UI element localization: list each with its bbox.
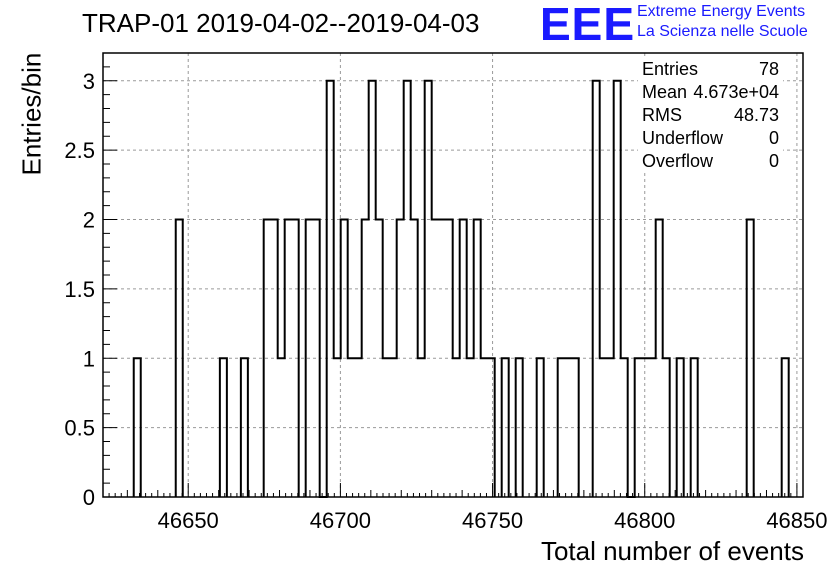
y-axis: 0 0.5 1 1.5 2 2.5 3 xyxy=(64,52,117,510)
eee-logo-text: Extreme Energy Events La Scienza nelle S… xyxy=(637,2,808,42)
x-axis: 46650 46700 46750 46800 46850 xyxy=(108,483,828,533)
logo-line-1: Extreme Energy Events xyxy=(637,3,806,20)
histogram-outline xyxy=(689,357,699,497)
stats-value: 0 xyxy=(768,151,779,171)
y-tick-label: 1.5 xyxy=(64,277,95,302)
stats-row-overflow: Overflow 0 xyxy=(638,150,783,173)
stats-row-rms: RMS 48.73 xyxy=(638,104,783,127)
x-tick-label: 46650 xyxy=(158,508,219,533)
histogram-outline xyxy=(304,79,496,498)
histogram-outline xyxy=(239,357,249,497)
histogram-outline xyxy=(132,357,142,497)
histogram-outline xyxy=(556,357,580,497)
histogram-bars xyxy=(132,79,790,498)
x-axis-label: Total number of events xyxy=(540,536,804,566)
y-tick-label: 0 xyxy=(83,485,95,510)
stats-row-mean: Mean 4.673e+04 xyxy=(638,81,783,104)
stats-key: Underflow xyxy=(642,128,724,148)
histogram-outline xyxy=(514,357,524,497)
y-axis-label: Entries/bin xyxy=(16,52,47,176)
stats-row-underflow: Underflow 0 xyxy=(638,127,783,150)
stats-value: 78 xyxy=(758,59,779,79)
stats-key: Mean xyxy=(642,82,688,102)
stats-key: Overflow xyxy=(642,151,714,171)
y-tick-label: 1 xyxy=(83,346,95,371)
histogram-outline xyxy=(500,357,510,497)
eee-logo-mark: EEE xyxy=(540,0,636,50)
histogram-outline xyxy=(262,218,300,497)
y-tick-label: 2.5 xyxy=(64,138,95,163)
stats-row-entries: Entries 78 xyxy=(638,58,783,81)
histogram-outline xyxy=(675,357,685,497)
chart-title: TRAP-01 2019-04-02--2019-04-03 xyxy=(82,8,480,38)
x-tick-label: 46750 xyxy=(462,508,523,533)
histogram-outline xyxy=(745,218,755,497)
stats-key: Entries xyxy=(642,59,699,79)
stats-box: Entries 78 Mean 4.673e+04 RMS 48.73 Unde… xyxy=(638,58,783,173)
x-tick-label: 46850 xyxy=(766,508,827,533)
x-tick-label: 46700 xyxy=(310,508,371,533)
histogram-outline xyxy=(535,357,545,497)
stats-value: 48.73 xyxy=(733,105,779,125)
y-tick-label: 0.5 xyxy=(64,416,95,441)
stats-key: RMS xyxy=(642,105,682,125)
histogram-outline xyxy=(218,357,228,497)
x-tick-label: 46800 xyxy=(614,508,675,533)
histogram-outline xyxy=(174,218,184,497)
logo-line-2: La Scienza nelle Scuole xyxy=(637,23,808,40)
stats-value: 4.673e+04 xyxy=(693,82,779,102)
histogram-outline xyxy=(780,357,790,497)
y-tick-label: 3 xyxy=(83,69,95,94)
stats-value: 0 xyxy=(768,128,779,148)
y-tick-label: 2 xyxy=(83,208,95,233)
